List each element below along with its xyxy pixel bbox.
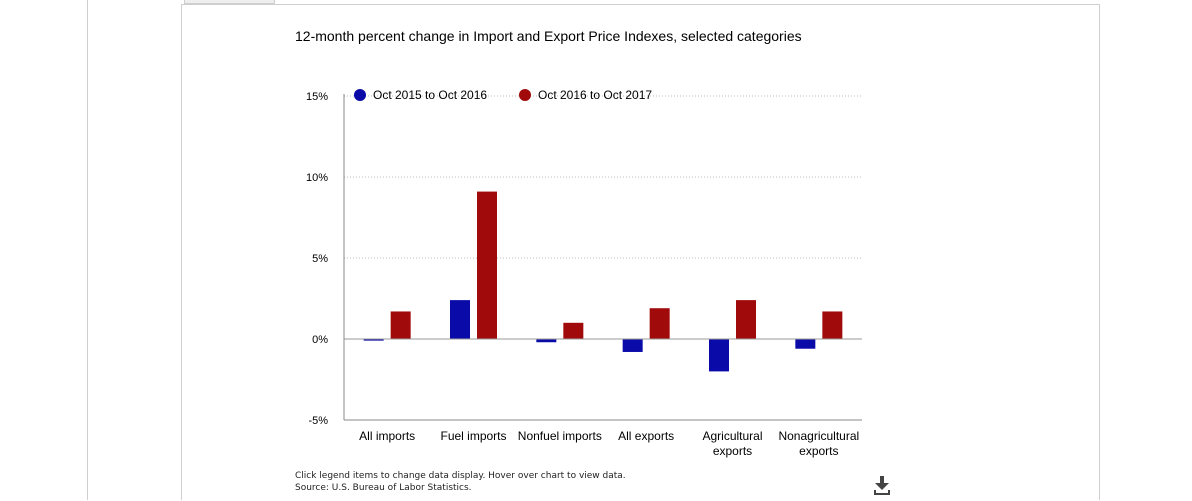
bar-oct2016[interactable] xyxy=(709,339,729,372)
chart-panel xyxy=(181,4,1100,500)
footer-note: Click legend items to change data displa… xyxy=(295,471,626,481)
bar-oct2016[interactable] xyxy=(363,339,384,341)
legend-marker[interactable] xyxy=(519,89,531,101)
bar-oct2017[interactable] xyxy=(822,311,843,339)
x-tick-label: Nonfuel imports xyxy=(518,429,602,443)
bar-oct2017[interactable] xyxy=(736,300,756,339)
x-tick-label: Nonagricultural xyxy=(778,429,859,443)
bar-oct2016[interactable] xyxy=(536,339,557,343)
bar-oct2016[interactable] xyxy=(450,300,470,339)
page-divider xyxy=(87,0,88,500)
bar-oct2016[interactable] xyxy=(622,339,643,352)
footer-source: Source: U.S. Bureau of Labor Statistics. xyxy=(295,483,472,493)
legend-marker[interactable] xyxy=(354,89,366,101)
chart-footer: Click legend items to change data displa… xyxy=(295,470,626,494)
x-tick-label: All exports xyxy=(618,429,674,443)
legend-label[interactable]: Oct 2015 to Oct 2016 xyxy=(373,88,487,102)
bar-oct2017[interactable] xyxy=(477,191,497,339)
y-tick-label: 5% xyxy=(312,253,328,265)
x-tick-label: Agricultural xyxy=(702,429,762,443)
bar-oct2016[interactable] xyxy=(795,339,816,349)
x-tick-label: exports xyxy=(713,444,752,458)
y-tick-label: 15% xyxy=(306,91,328,103)
chart-title: 12-month percent change in Import and Ex… xyxy=(295,28,802,44)
tab[interactable] xyxy=(184,0,275,4)
bar-oct2017[interactable] xyxy=(649,308,670,339)
y-tick-label: 0% xyxy=(312,334,328,346)
download-icon[interactable] xyxy=(872,474,892,496)
x-tick-label: All imports xyxy=(359,429,415,443)
y-tick-label: 10% xyxy=(306,172,328,184)
x-tick-label: Fuel imports xyxy=(440,429,506,443)
y-tick-label: -5% xyxy=(308,415,328,427)
legend-label[interactable]: Oct 2016 to Oct 2017 xyxy=(538,88,652,102)
x-tick-label: exports xyxy=(799,444,838,458)
bar-oct2017[interactable] xyxy=(563,322,584,339)
bar-oct2017[interactable] xyxy=(390,311,411,339)
